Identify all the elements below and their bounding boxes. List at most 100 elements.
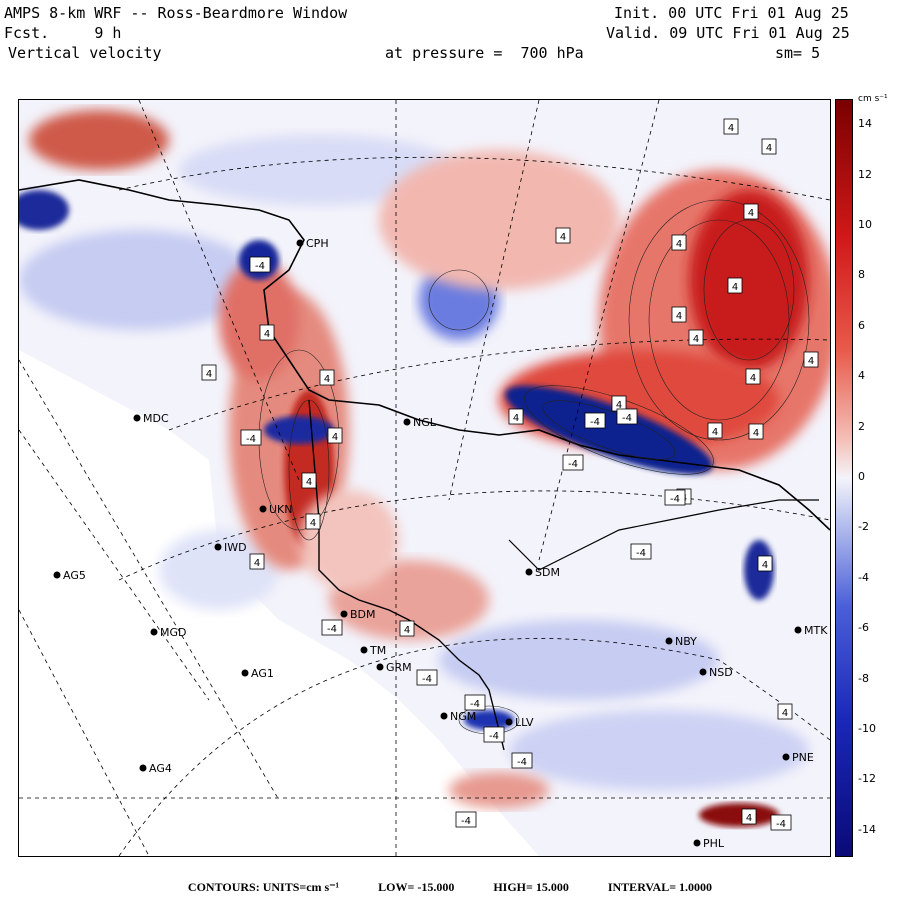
- station-label: NBY: [675, 635, 697, 648]
- contour-interval: INTERVAL= 1.0000: [607, 880, 713, 894]
- svg-text:4: 4: [310, 518, 316, 529]
- contour-value-label: -4: [562, 454, 584, 471]
- fcst-value: 9 h: [94, 24, 122, 42]
- shaded-field: [19, 100, 830, 856]
- station-marker: [214, 543, 222, 551]
- station-label: GRM: [386, 661, 412, 674]
- svg-text:4: 4: [264, 329, 270, 340]
- station-label: AG4: [149, 762, 172, 775]
- contour-value-label: 4: [761, 138, 777, 155]
- svg-text:4: 4: [560, 232, 566, 243]
- colorbar-tick: 10: [858, 218, 872, 231]
- svg-text:4: 4: [808, 356, 814, 367]
- svg-text:4: 4: [616, 400, 622, 411]
- svg-text:-4: -4: [461, 816, 471, 827]
- contour-value-label: 4: [508, 408, 524, 425]
- station-label: NGL: [413, 416, 437, 429]
- svg-text:4: 4: [676, 239, 682, 250]
- colorbar-tick: 0: [858, 470, 865, 483]
- shelf-edge: [508, 499, 819, 571]
- svg-text:-4: -4: [246, 434, 256, 445]
- contour-units: CONTOURS: UNITS=cm s⁻¹: [187, 880, 340, 894]
- svg-text:-4: -4: [489, 731, 499, 742]
- station-marker: [505, 718, 513, 726]
- svg-text:-4: -4: [590, 417, 600, 428]
- colorbar: [835, 99, 853, 857]
- station-marker: [139, 764, 147, 772]
- graticule: [19, 100, 830, 856]
- svg-text:-4: -4: [517, 757, 527, 768]
- field-name: Vertical velocity: [8, 44, 162, 62]
- vertical-velocity-map: 44444444444444444444444-4-4-4-4-4-4-4-4-…: [19, 100, 830, 856]
- coastline: [19, 179, 830, 531]
- contour-value-label: 4: [748, 423, 764, 440]
- svg-text:4: 4: [746, 813, 752, 824]
- contour-value-label: -4: [321, 619, 343, 636]
- station-label: NSD: [709, 666, 733, 679]
- svg-text:4: 4: [404, 625, 410, 636]
- station-marker: [665, 637, 673, 645]
- colorbar-tick: 6: [858, 318, 865, 332]
- contour-low: LOW= -15.000: [378, 880, 455, 894]
- colorbar-tick: -6: [858, 621, 869, 635]
- station-marker: [259, 505, 267, 513]
- contour-value-label: -4: [630, 543, 652, 560]
- contour-value-label: 4: [555, 227, 571, 244]
- svg-text:4: 4: [676, 311, 682, 322]
- station-marker: [794, 626, 802, 634]
- contour-value-label: -4: [416, 669, 438, 686]
- contour-value-label: -4: [584, 412, 606, 429]
- station-label: LLV: [515, 716, 534, 729]
- svg-text:4: 4: [254, 558, 260, 569]
- station-label: AG5: [63, 569, 86, 582]
- colorbar-tick: -2: [858, 520, 869, 534]
- contour-value-label: 4: [723, 118, 739, 135]
- svg-text:-4: -4: [255, 261, 265, 272]
- station-marker: [133, 414, 141, 422]
- station-marker: [360, 646, 368, 654]
- contour-value-label: 4: [707, 422, 723, 439]
- contour-value-label: -4: [664, 489, 686, 506]
- colorbar-tick: -4: [858, 570, 869, 584]
- svg-text:-4: -4: [670, 494, 680, 505]
- svg-text:4: 4: [732, 282, 738, 293]
- colorbar-tick: 12: [858, 167, 872, 181]
- contour-value-label: -4: [483, 726, 505, 743]
- station-label: IWD: [224, 541, 247, 554]
- contour-value-label: -4: [511, 752, 533, 769]
- contour-value-label: -4: [249, 256, 271, 273]
- svg-text:-4: -4: [636, 548, 646, 559]
- station-label: NGM: [450, 710, 476, 723]
- svg-text:-4: -4: [622, 413, 632, 424]
- svg-text:4: 4: [712, 427, 718, 438]
- station-marker: [699, 668, 707, 676]
- station-label: CPH: [306, 237, 329, 250]
- station-marker: [525, 568, 533, 576]
- svg-text:4: 4: [306, 477, 312, 488]
- station-label: BDM: [350, 608, 376, 621]
- station-label: SDM: [535, 566, 560, 579]
- contour-value-label: -4: [464, 694, 486, 711]
- map-panel: 44444444444444444444444-4-4-4-4-4-4-4-4-…: [18, 99, 831, 857]
- contour-value-label: 4: [803, 351, 819, 368]
- svg-text:4: 4: [750, 373, 756, 384]
- contour-value-label: 4: [777, 703, 793, 720]
- svg-text:4: 4: [766, 143, 772, 154]
- svg-text:4: 4: [693, 334, 699, 345]
- colorbar-tick: 2: [858, 419, 865, 433]
- contour-value-label: 4: [727, 277, 743, 294]
- svg-text:-4: -4: [568, 459, 578, 470]
- contour-value-label: 4: [757, 555, 773, 572]
- contour-value-label: 4: [741, 808, 757, 825]
- colorbar-tick: 4: [858, 369, 865, 383]
- station-label: MDC: [143, 412, 169, 425]
- contour-info: CONTOURS: UNITS=cm s⁻¹ LOW= -15.000 HIGH…: [0, 880, 900, 895]
- contour-value-label: 4: [259, 324, 275, 341]
- station-label: PHL: [703, 837, 725, 850]
- station-label: UKN: [269, 503, 293, 516]
- contour-value-label: -4: [770, 814, 792, 831]
- coastline-south: [308, 399, 505, 751]
- station-label: AG1: [251, 667, 274, 680]
- contour-value-label: 4: [399, 620, 415, 637]
